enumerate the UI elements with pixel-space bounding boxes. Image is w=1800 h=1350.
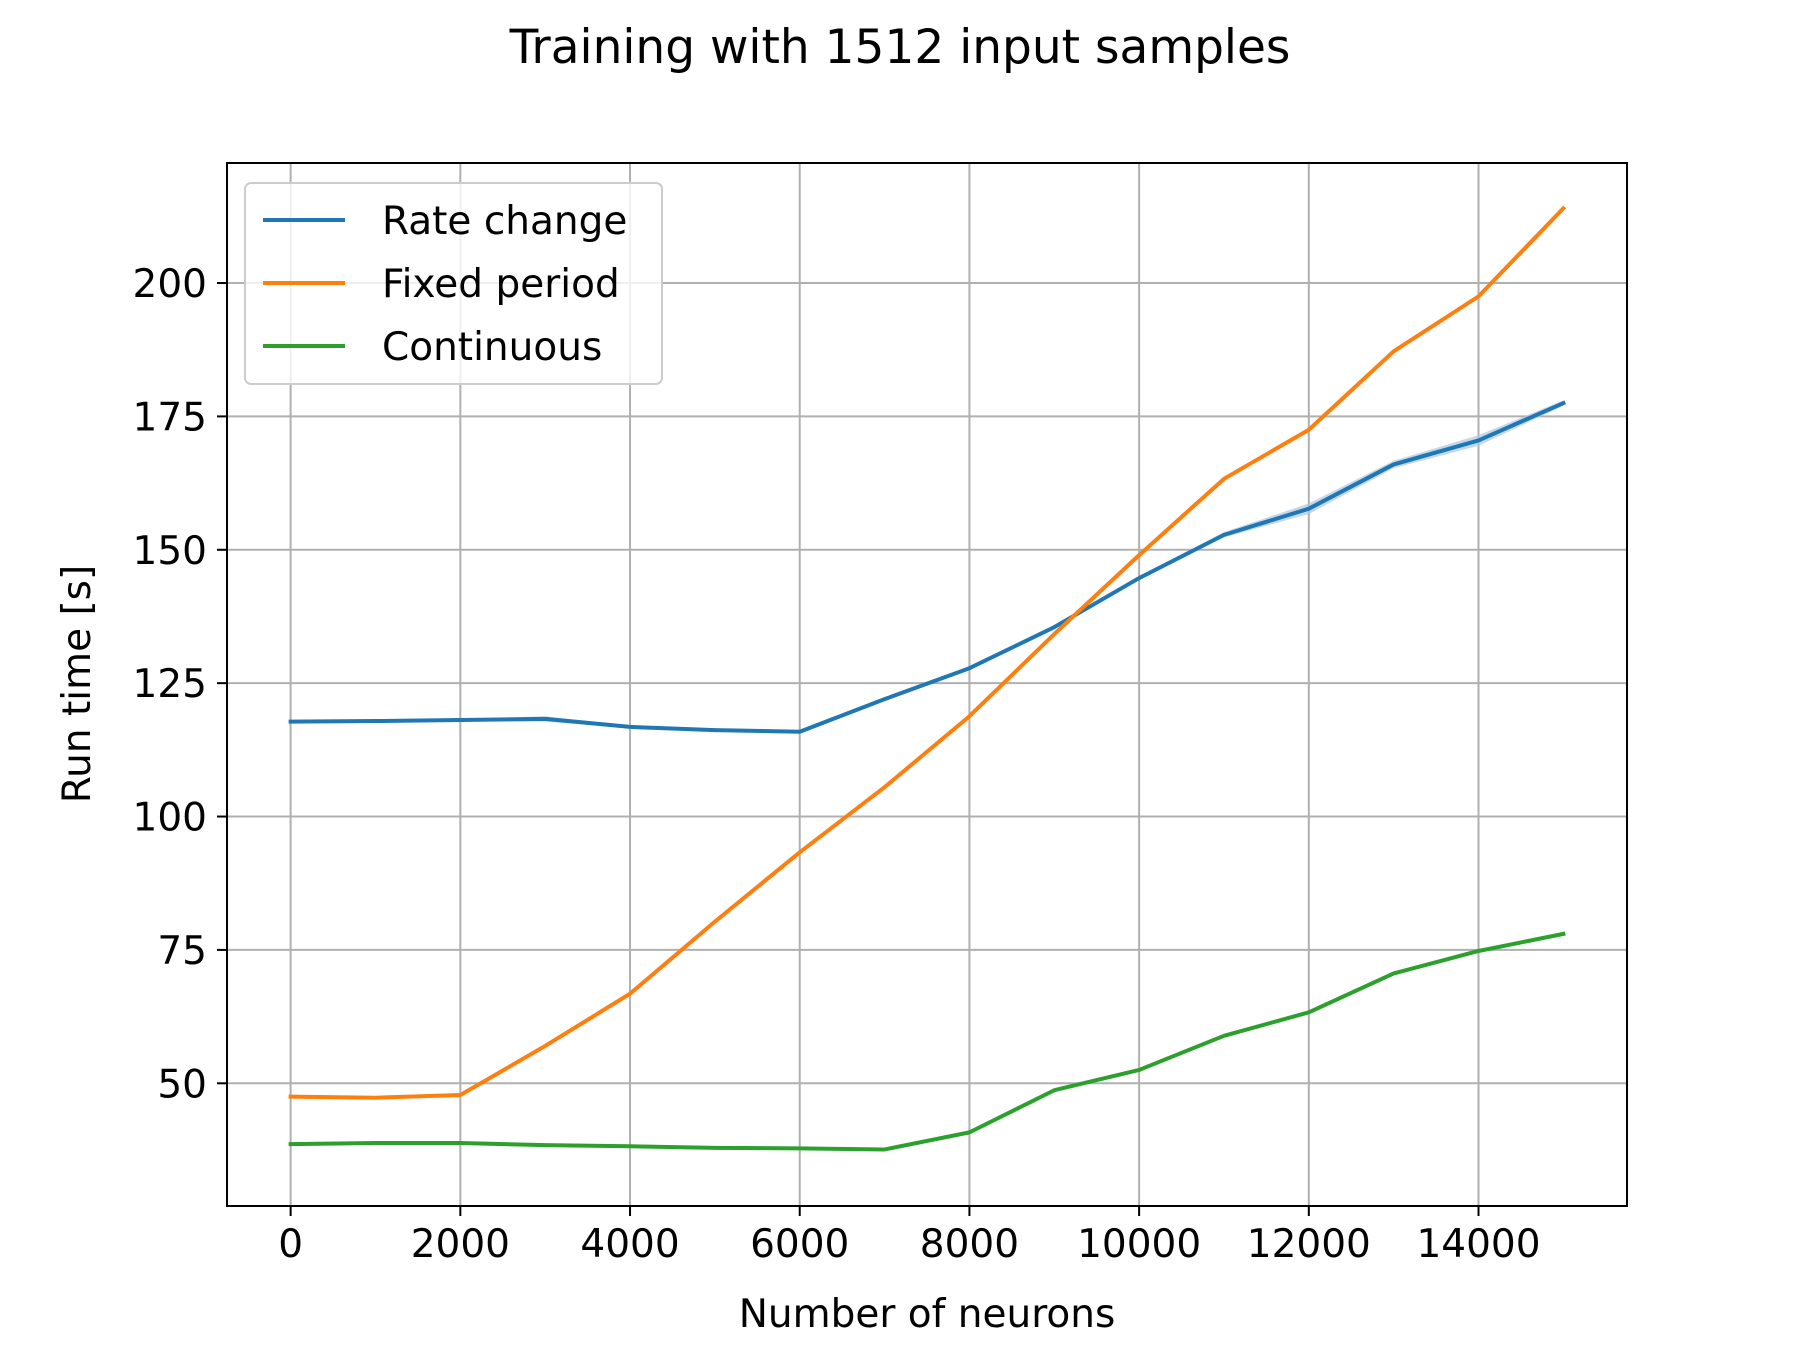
legend-items: Rate change Fixed period Continuous xyxy=(263,199,627,370)
y-axis-label: Run time [s] xyxy=(55,565,100,803)
series-line xyxy=(288,400,1566,734)
y-tick-label: 125 xyxy=(133,662,207,707)
series-1 xyxy=(288,205,1567,1100)
legend-frame xyxy=(244,182,663,385)
y-tick-label: 150 xyxy=(133,529,207,574)
x-tick-label: 10000 xyxy=(1077,1222,1201,1267)
x-tick-label: 0 xyxy=(278,1222,303,1267)
legend: Rate change Fixed period Continuous xyxy=(244,182,663,385)
series-line xyxy=(288,931,1566,1152)
x-tick-label: 6000 xyxy=(750,1222,849,1267)
x-tick-label: 8000 xyxy=(920,1222,1019,1267)
legend-item-2: Continuous xyxy=(263,325,602,370)
x-tick-label: 14000 xyxy=(1416,1222,1540,1267)
y-tick-label: 50 xyxy=(157,1062,207,1107)
plot-frame xyxy=(226,162,1628,1207)
x-tick-label: 4000 xyxy=(580,1222,679,1267)
x-axis: 0 2000 4000 6000 8000 10000 12000 14000 xyxy=(278,1206,1541,1267)
series-layer xyxy=(288,205,1567,1152)
series-2 xyxy=(288,931,1566,1152)
legend-item-0: Rate change xyxy=(263,199,627,244)
series-line xyxy=(288,205,1567,1100)
y-tick-label: 175 xyxy=(133,395,207,440)
legend-label: Rate change xyxy=(382,199,627,244)
series-0 xyxy=(288,400,1566,734)
y-axis: 50 75 100 125 150 175 200 xyxy=(133,262,227,1107)
legend-label: Fixed period xyxy=(382,262,620,307)
x-axis-label: Number of neurons xyxy=(739,1292,1116,1337)
y-tick-label: 75 xyxy=(157,929,207,974)
x-tick-label: 2000 xyxy=(411,1222,510,1267)
y-tick-label: 200 xyxy=(133,262,207,307)
chart-title: Training with 1512 input samples xyxy=(509,20,1291,75)
legend-label: Continuous xyxy=(382,325,602,370)
x-tick-label: 12000 xyxy=(1247,1222,1371,1267)
legend-item-1: Fixed period xyxy=(263,262,620,307)
y-tick-label: 100 xyxy=(133,796,207,841)
